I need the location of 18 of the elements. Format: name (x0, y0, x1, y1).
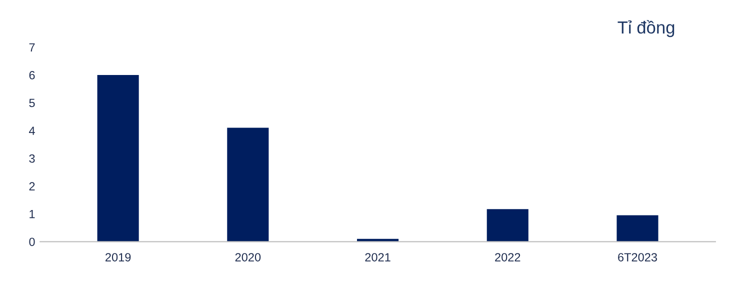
x-tick-label: 2020 (235, 253, 261, 262)
bar (486, 209, 528, 242)
x-tick-label: 6T2023 (618, 253, 657, 262)
y-tick-label: 7 (29, 43, 35, 52)
y-tick-label: 6 (29, 71, 35, 80)
bar (616, 215, 658, 242)
y-tick-label: 3 (29, 154, 35, 163)
x-tick-label: 2019 (106, 253, 131, 262)
x-tick-label: 2021 (365, 253, 390, 262)
y-tick-label: 5 (29, 98, 35, 108)
y-tick-label: 1 (30, 210, 35, 218)
bar (227, 128, 269, 242)
x-tick-label: 2022 (495, 253, 520, 262)
y-tick-label: 4 (28, 126, 35, 135)
y-tick-label: 2 (29, 182, 35, 190)
y-tick-label: 0 (29, 238, 35, 246)
chart-title: Tỉ đồng (618, 20, 674, 38)
bar (97, 74, 139, 242)
